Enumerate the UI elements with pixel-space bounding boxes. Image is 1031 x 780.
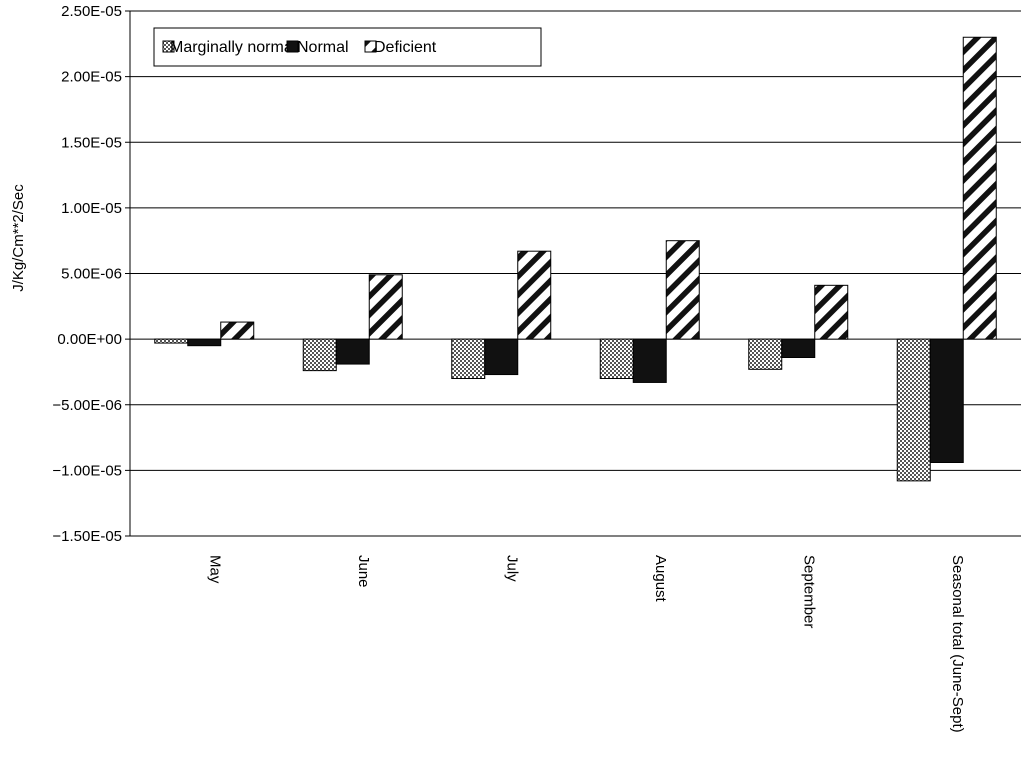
- bar-solid: [929, 338, 964, 463]
- x-category-label: May: [206, 555, 223, 584]
- y-tick-label: −1.50E-05: [52, 528, 122, 545]
- y-tick-label: 1.00E-05: [61, 200, 122, 217]
- y-tick-labels: 2.50E-05 2.00E-05 1.50E-05 1.00E-05 5.00E-06…: [52, 3, 122, 545]
- x-category-label: June: [355, 555, 372, 588]
- gridlines: [125, 10, 1021, 537]
- x-category-label: July: [503, 555, 520, 582]
- x-category-labels: May June July August September Seasonal total…: [206, 555, 966, 733]
- legend-box: [153, 27, 542, 67]
- x-category-label: Seasonal total (June-Sept): [949, 555, 966, 733]
- y-tick-label: 2.50E-05: [61, 3, 122, 20]
- bar-diagonal: [665, 240, 700, 340]
- x-category-label: August: [652, 555, 669, 603]
- bar-checker: [302, 338, 337, 372]
- bar-solid: [632, 338, 667, 383]
- y-tick-label: 2.00E-05: [61, 69, 122, 86]
- y-axis-title: J/Kg/Cm**2/Sec: [10, 184, 27, 292]
- bar-checker: [896, 338, 931, 482]
- y-tick-label: 5.00E-06: [61, 266, 122, 283]
- bar-diagonal: [962, 36, 997, 340]
- legend: Marginally normal Normal Deficient: [153, 27, 542, 67]
- bar-diagonal: [517, 250, 552, 340]
- bar-diagonal: [220, 321, 255, 340]
- legend-label: Deficient: [374, 39, 437, 56]
- bar-solid: [484, 338, 519, 376]
- bar-solid: [781, 338, 816, 358]
- legend-swatch-diagonal: [364, 40, 377, 53]
- bar-diagonal: [368, 274, 403, 340]
- bar-solid: [335, 338, 370, 365]
- x-category-label: September: [800, 555, 817, 628]
- bars-group: [154, 36, 997, 482]
- bar-diagonal: [814, 284, 849, 340]
- y-tick-label: −5.00E-06: [52, 397, 122, 414]
- legend-swatch-checker: [162, 40, 175, 53]
- bar-solid: [187, 338, 222, 347]
- bar-checker: [748, 338, 783, 370]
- y-tick-label: 1.50E-05: [61, 134, 122, 151]
- y-tick-label: −1.00E-05: [52, 462, 122, 479]
- bar-checker: [451, 338, 486, 379]
- legend-swatch-solid: [286, 40, 299, 53]
- y-tick-label: 0.00E+00: [57, 331, 122, 348]
- bar-checker: [599, 338, 634, 379]
- legend-label: Marginally normal: [170, 39, 296, 56]
- legend-label: Normal: [297, 39, 349, 56]
- bar-checker: [154, 338, 189, 344]
